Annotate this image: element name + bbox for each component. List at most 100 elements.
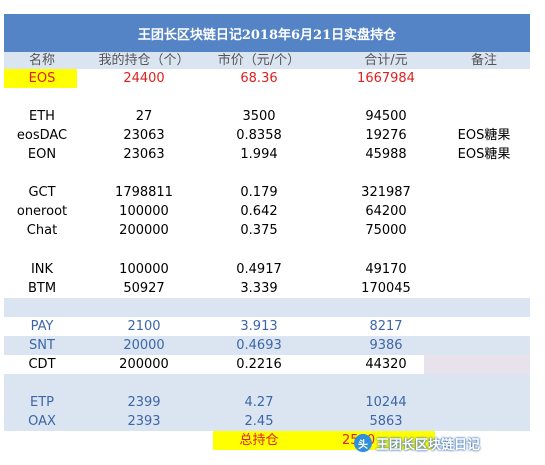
cell-note <box>440 107 528 126</box>
cell-qty: 23063 <box>123 128 165 143</box>
cell-name: EON <box>27 147 57 162</box>
cell-qty: 200000 <box>119 223 169 238</box>
table-row: CDT 200000 0.2216 44320 <box>4 355 530 374</box>
cell-note <box>440 355 528 374</box>
cell-price: 68.36 <box>240 71 278 86</box>
cell-qty: 50927 <box>123 281 165 296</box>
shaded-cell <box>424 355 530 374</box>
cell-price: 3500 <box>242 109 276 124</box>
cell-total: 8217 <box>369 319 403 334</box>
cell-note <box>440 317 528 336</box>
cell-price: 0.2216 <box>236 357 282 372</box>
cell-qty: 100000 <box>119 204 169 219</box>
cell-note <box>440 69 528 88</box>
holdings-sheet: 王团长区块链日记2018年6月21日实盘持仓 名称 我的持仓（个） 市价（元/个… <box>4 0 530 461</box>
spacer-row <box>4 374 530 393</box>
table-row: INK 100000 0.4917 49170 <box>4 260 530 279</box>
cell-note <box>440 260 528 279</box>
cell-total: 5863 <box>369 414 403 429</box>
cell-note <box>440 412 528 431</box>
cell-name: ETP <box>30 395 54 410</box>
summary-row: 总持仓 2580 <box>4 431 530 450</box>
cell-name: Chat <box>26 223 58 238</box>
cell-name: OAX <box>28 414 56 429</box>
cell-qty: 2399 <box>127 395 161 410</box>
highlight-cell <box>4 69 77 88</box>
table-row: ETH 27 3500 94500 <box>4 107 530 126</box>
cell-price: 0.8358 <box>236 128 282 143</box>
cell-total: 1667984 <box>357 71 415 86</box>
table-row: EOS 24400 68.36 1667984 <box>4 69 530 88</box>
table-row: oneroot 100000 0.642 64200 <box>4 202 530 221</box>
watermark-text: 王团长区块链日记 <box>376 437 481 453</box>
avatar-icon: 头 <box>354 434 372 452</box>
cell-note <box>440 221 528 240</box>
table-row: BTM 50927 3.339 170045 <box>4 279 530 298</box>
cell-price: 0.179 <box>240 185 278 200</box>
cell-note <box>440 202 528 221</box>
cell-qty: 1798811 <box>115 185 173 200</box>
cell-total: 170045 <box>361 281 411 296</box>
cell-price: 2.45 <box>244 414 274 429</box>
cell-price: 1.994 <box>240 147 278 162</box>
cell-total: 10244 <box>365 395 407 410</box>
header-row: 名称 我的持仓（个） 市价（元/个） 合计/元 备注 <box>4 52 530 69</box>
table-row: OAX 2393 2.45 5863 <box>4 412 530 431</box>
cell-total: 94500 <box>365 109 407 124</box>
summary-label: 总持仓 <box>239 433 279 448</box>
cell-price: 3.339 <box>240 281 278 296</box>
cell-total: 64200 <box>365 204 407 219</box>
cell-name: EOS <box>28 71 56 86</box>
table-row: Chat 200000 0.375 75000 <box>4 221 530 240</box>
cell-name: PAY <box>30 319 54 334</box>
cell-name: INK <box>30 262 54 277</box>
cell-note: EOS糖果 <box>457 147 511 162</box>
cell-total: 45988 <box>365 147 407 162</box>
header-price: 市价（元/个） <box>217 53 301 68</box>
cell-qty: 2393 <box>127 414 161 429</box>
table-row: eosDAC 23063 0.8358 19276 EOS糖果 <box>4 126 530 145</box>
header-note: 备注 <box>470 53 497 68</box>
cell-total: 19276 <box>365 128 407 143</box>
cell-qty: 23063 <box>123 147 165 162</box>
cell-note: EOS糖果 <box>457 128 511 143</box>
cell-name: GCT <box>28 185 56 200</box>
cell-name: BTM <box>27 281 57 296</box>
summary-highlight <box>213 431 435 450</box>
table-row: PAY 2100 3.913 8217 <box>4 317 530 336</box>
sheet-title: 王团长区块链日记2018年6月21日实盘持仓 <box>4 14 530 52</box>
cell-name: CDT <box>28 357 56 372</box>
cell-price: 3.913 <box>240 319 278 334</box>
cell-qty: 2100 <box>127 319 161 334</box>
cell-qty: 200000 <box>119 357 169 372</box>
header-total: 合计/元 <box>364 53 408 68</box>
cell-name: ETH <box>29 109 55 124</box>
cell-name: eosDAC <box>16 128 68 143</box>
cell-price: 0.4917 <box>236 262 282 277</box>
cell-total: 9386 <box>369 338 403 353</box>
cell-price: 0.375 <box>240 223 278 238</box>
header-qty: 我的持仓（个） <box>98 53 190 68</box>
cell-name: SNT <box>29 338 55 353</box>
table-row: ETP 2399 4.27 10244 <box>4 393 530 412</box>
cell-name: oneroot <box>16 204 68 219</box>
cell-price: 0.642 <box>240 204 278 219</box>
cell-total: 321987 <box>361 185 411 200</box>
spacer-row <box>4 298 530 317</box>
cell-price: 4.27 <box>244 395 274 410</box>
cell-total: 44320 <box>365 357 407 372</box>
cell-total: 75000 <box>365 223 407 238</box>
cell-note <box>440 279 528 298</box>
cell-qty: 100000 <box>119 262 169 277</box>
table-row: EON 23063 1.994 45988 EOS糖果 <box>4 145 530 164</box>
watermark: 头 王团长区块链日记 <box>354 431 530 455</box>
table-row: GCT 1798811 0.179 321987 <box>4 183 530 202</box>
cell-total: 49170 <box>365 262 407 277</box>
cell-qty: 20000 <box>123 338 165 353</box>
header-name: 名称 <box>28 53 55 68</box>
cell-note <box>440 183 528 202</box>
cell-price: 0.4693 <box>236 338 282 353</box>
cell-qty: 24400 <box>123 71 165 86</box>
cell-note <box>440 393 528 412</box>
table-row: SNT 20000 0.4693 9386 <box>4 336 530 355</box>
